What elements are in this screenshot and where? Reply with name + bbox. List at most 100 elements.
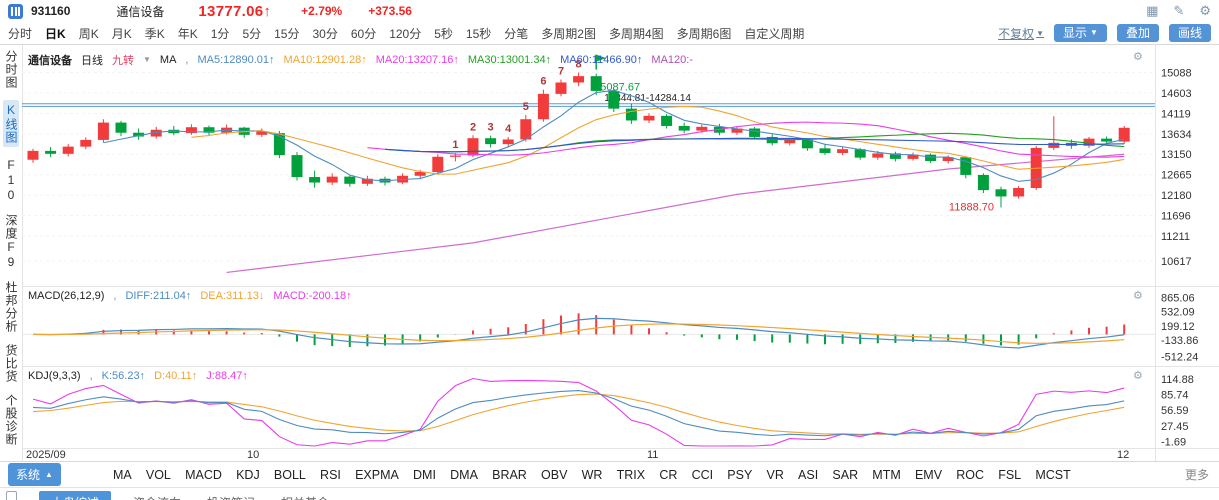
bottom-tab-投资笔记[interactable]: 投资笔记	[207, 491, 255, 500]
period-tab-多周期4图[interactable]: 多周期4图	[608, 26, 664, 41]
period-tab-季K[interactable]: 季K	[144, 26, 165, 41]
sidebar-item-F10[interactable]: F10	[4, 158, 18, 203]
indicator-kdj[interactable]: KDJ	[236, 467, 260, 482]
draw-line-button-label: 画线	[1177, 26, 1202, 40]
indicator-obv[interactable]: OBV	[541, 467, 568, 482]
nine-turn-label[interactable]: 九转	[112, 54, 134, 67]
period-tab-分笔[interactable]: 分笔	[504, 26, 529, 41]
ma-group-label[interactable]: MA	[159, 53, 177, 66]
indicator-mcst[interactable]: MCST	[1035, 467, 1071, 482]
period-tab-60分[interactable]: 60分	[350, 26, 377, 41]
indicator-fsl[interactable]: FSL	[998, 467, 1022, 482]
indicator-psy[interactable]: PSY	[727, 467, 753, 482]
sidebar-item-货比货[interactable]: 货比货	[4, 344, 18, 383]
svg-text:12180: 12180	[1161, 190, 1192, 202]
svg-text:15088: 15088	[1161, 67, 1192, 79]
period-tab-15秒[interactable]: 15秒	[465, 26, 492, 41]
bottom-tab-active[interactable]: 大盘综述	[39, 491, 112, 500]
sidebar-item-个股诊断[interactable]: 个股诊断	[4, 394, 18, 446]
svg-text:11211: 11211	[1161, 231, 1190, 243]
period-tab-15分[interactable]: 15分	[274, 26, 300, 41]
indicator-rsi[interactable]: RSI	[320, 467, 341, 482]
kline-ma-values: MA5:12890.01↑ MA10:12901.28↑ MA20:13207.16…	[197, 54, 693, 66]
indicator-asi[interactable]: ASI	[798, 467, 819, 482]
indicator-boll[interactable]: BOLL	[273, 467, 306, 482]
period-tab-周K[interactable]: 周K	[78, 26, 99, 41]
sidebar-item-分时图[interactable]: 分时图	[4, 50, 18, 89]
system-indicator-button[interactable]: 系统 ▲	[8, 463, 61, 486]
draw-line-button[interactable]: 画线	[1168, 24, 1211, 42]
period-tab-5分[interactable]: 5分	[242, 26, 262, 41]
change-percent: +2.79%	[301, 4, 343, 18]
macd-settings-gear-icon[interactable]: ⚙	[1133, 290, 1143, 302]
period-tab-月K[interactable]: 月K	[111, 26, 132, 41]
svg-text:2: 2	[470, 121, 476, 133]
svg-text:865.06: 865.06	[1161, 292, 1195, 304]
bottom-tab-资金流向[interactable]: 资金流向	[133, 491, 181, 500]
indicator-vol[interactable]: VOL	[145, 467, 171, 482]
change-value: +373.56	[368, 4, 412, 18]
macd-panel-header: MACD(26,12,9) , DIFF:211.04↑ DEA:311.13↓ M…	[28, 289, 352, 302]
period-tab-年K[interactable]: 年K	[177, 26, 198, 41]
period-tab-30分[interactable]: 30分	[312, 26, 338, 41]
draw-pencil-icon[interactable]: ✎	[1173, 3, 1185, 18]
period-tab-5秒[interactable]: 5秒	[434, 26, 453, 41]
indicator-emv[interactable]: EMV	[914, 467, 943, 482]
kdj-settings-gear-icon[interactable]: ⚙	[1133, 370, 1143, 382]
chevron-down-icon: ▼	[1036, 28, 1045, 38]
macd-value-1: DEA:311.13↓	[200, 289, 265, 302]
indicator-sar[interactable]: SAR	[832, 467, 859, 482]
settings-gear-icon[interactable]: ⚙	[1199, 3, 1211, 18]
indicator-ma[interactable]: MA	[112, 467, 132, 482]
sidebar-item-K线图[interactable]: K线图	[3, 100, 19, 147]
overlay-button-label: 叠加	[1125, 26, 1150, 40]
period-tab-多周期6图[interactable]: 多周期6图	[676, 26, 732, 41]
kline-settings-gear-icon[interactable]: ⚙	[1133, 51, 1143, 63]
display-button[interactable]: 显示 ▼	[1054, 24, 1107, 42]
indicator-expma[interactable]: EXPMA	[355, 467, 399, 482]
bottom-tabs: 资金流向 投资笔记 相关基金	[133, 491, 329, 500]
indicator-brar[interactable]: BRAR	[492, 467, 527, 482]
indicator-cr[interactable]: CR	[659, 467, 678, 482]
indicator-macd[interactable]: MACD	[185, 467, 222, 482]
period-tab-日K[interactable]: 日K	[45, 26, 66, 41]
sidebar-item-深度F9[interactable]: 深度F9	[4, 214, 18, 270]
bottom-tab-相关基金[interactable]: 相关基金	[281, 491, 329, 500]
indicator-dma[interactable]: DMA	[450, 467, 478, 482]
period-tab-1分[interactable]: 1分	[210, 26, 230, 41]
last-price: 13777.06↑	[198, 2, 272, 20]
indicator-wr[interactable]: WR	[581, 467, 603, 482]
macd-indicator-name[interactable]: MACD(26,12,9)	[28, 289, 105, 302]
indicator-trix[interactable]: TRIX	[616, 467, 646, 482]
kdj-indicator-name[interactable]: KDJ(9,3,3)	[28, 369, 81, 382]
left-sidebar: 分时图 K线图 F10 深度F9 杜邦分析货比货个股诊断	[0, 45, 22, 461]
macd-values: DIFF:211.04↑ DEA:311.13↓ MACD:-200.18↑	[125, 290, 351, 302]
indicator-cci[interactable]: CCI	[691, 467, 714, 482]
indicator-vr[interactable]: VR	[766, 467, 784, 482]
indicator-mtm[interactable]: MTM	[872, 467, 901, 482]
overlay-button[interactable]: 叠加	[1116, 24, 1159, 42]
svg-text:-1.69: -1.69	[1161, 437, 1186, 449]
ma-value-3: MA30:13001.34↑	[467, 53, 552, 66]
period-tab-120分[interactable]: 120分	[389, 26, 422, 41]
layout-grid-icon[interactable]: ▦	[1146, 3, 1159, 18]
svg-text:14119: 14119	[1161, 108, 1191, 120]
period-tab-多周期2图[interactable]: 多周期2图	[541, 26, 596, 41]
adjust-mode-dropdown[interactable]: 不复权 ▼	[998, 25, 1044, 42]
ma-value-4: MA60:11466.90↑	[560, 53, 643, 66]
indicator-roc[interactable]: ROC	[956, 467, 984, 482]
more-indicators-link[interactable]: 更多	[1184, 468, 1209, 482]
separator-comma: ,	[113, 289, 117, 302]
display-button-label: 显示	[1063, 26, 1088, 40]
topbar-icons: ▦ ✎ ⚙	[1146, 3, 1211, 19]
indicator-dmi[interactable]: DMI	[413, 467, 436, 482]
svg-text:532.09: 532.09	[1161, 307, 1195, 319]
period-tab-自定义周期[interactable]: 自定义周期	[744, 26, 805, 41]
period-tab-分时[interactable]: 分时	[8, 26, 33, 41]
svg-text:8: 8	[576, 58, 582, 70]
chevron-down-icon[interactable]: ▼	[143, 55, 151, 64]
sidebar-item-杜邦分析[interactable]: 杜邦分析	[4, 281, 18, 333]
kline-period-label: 日线	[81, 54, 103, 67]
market-summary-checkbox[interactable]	[6, 491, 17, 500]
